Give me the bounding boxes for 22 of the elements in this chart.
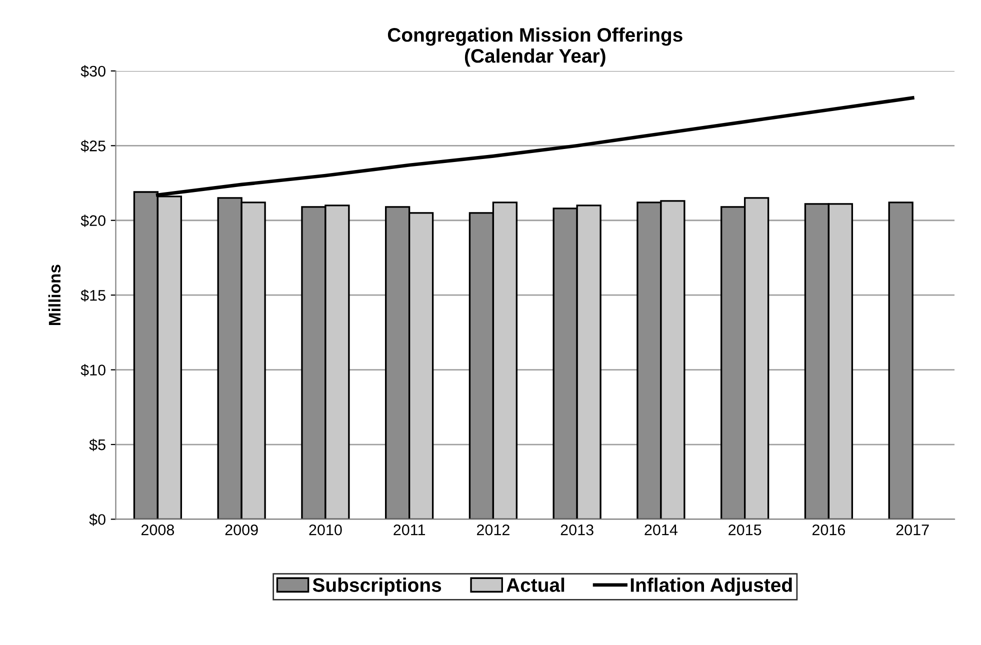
x-tick-label: 2014 <box>644 524 678 536</box>
legend-label: Inflation Adjusted <box>630 578 792 596</box>
y-tick-label: $10 <box>80 364 106 376</box>
x-tick-label: 2009 <box>225 524 258 536</box>
chart-title: Congregation Mission Offerings (Calendar Year) <box>388 27 682 67</box>
y-tick-label: $30 <box>80 65 106 78</box>
y-tick-label: $20 <box>80 214 106 227</box>
y-tick-label: $15 <box>80 289 106 302</box>
y-tick-label: $5 <box>89 438 106 452</box>
x-tick-label: 2017 <box>896 524 929 536</box>
y-tick-label: $0 <box>89 513 106 526</box>
x-tick-label: 2008 <box>141 524 174 536</box>
x-tick-label: 2015 <box>728 524 762 536</box>
x-tick-label: 2011 <box>394 524 426 536</box>
x-tick-label: 2013 <box>560 524 594 536</box>
y-tick-label: $25 <box>80 140 106 152</box>
x-tick-label: 2010 <box>309 524 342 536</box>
x-tick-label: 2012 <box>476 524 510 536</box>
legend-label: Actual <box>506 578 564 592</box>
x-tick-label: 2016 <box>812 524 846 536</box>
legend-label: Subscriptions <box>312 578 442 596</box>
y-axis-title: Millions <box>48 264 61 325</box>
